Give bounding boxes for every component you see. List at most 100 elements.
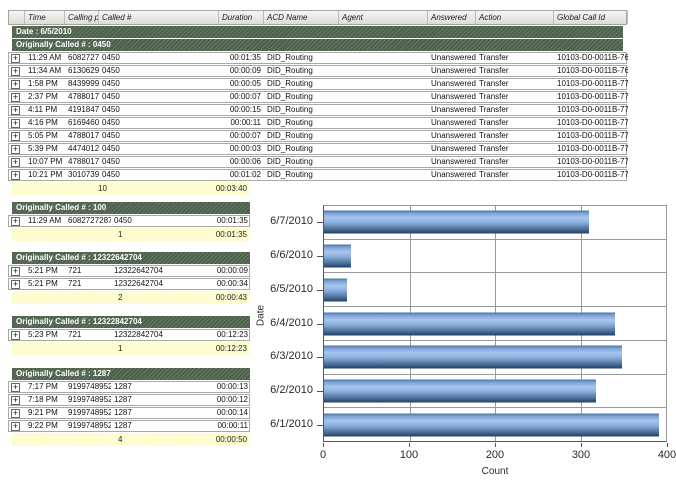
cell-duration: 00:00:14 xyxy=(216,408,248,417)
cell-called: 0450 xyxy=(102,66,120,75)
cell-calling: 721 xyxy=(68,279,82,288)
cell-action: Transfer xyxy=(479,144,509,153)
call-row[interactable]: +5:39 PM 44740122040450 00:00:03 DID_Routin… xyxy=(8,143,628,155)
cell-answered: Unanswered xyxy=(431,144,476,153)
expander-cell: + xyxy=(9,330,25,340)
cell-called: 0450 xyxy=(114,216,132,225)
expand-row-button[interactable]: + xyxy=(11,266,20,276)
chart-bar-6-6-2010[interactable] xyxy=(324,244,352,268)
expander-cell: + xyxy=(9,216,25,226)
cell-agent xyxy=(339,92,428,102)
expand-row-button[interactable]: + xyxy=(11,144,20,154)
column-header-3: Called # xyxy=(99,11,219,24)
expander-cell: + xyxy=(9,266,25,276)
call-row[interactable]: +7:18 PM 9199748952 1287 00:00:12 xyxy=(8,394,250,406)
call-row[interactable]: +2:37 PM 47880177700450 00:00:07 DID_Routin… xyxy=(8,91,628,103)
expand-row-button[interactable]: + xyxy=(11,279,20,289)
cell-duration: 00:00:09 xyxy=(216,266,248,275)
cell-agent xyxy=(339,131,428,141)
call-row[interactable]: +10:21 PM 30107393630450 00:01:02 DID_Routi… xyxy=(8,169,628,181)
cell-acd: DID_Routing xyxy=(267,157,313,166)
call-row[interactable]: +1:58 PM 84399995810450 00:00:05 DID_Routin… xyxy=(8,78,628,90)
expand-row-button[interactable]: + xyxy=(11,131,20,141)
call-row[interactable]: +11:29 AM 6082727287 0450 00:01:35 xyxy=(8,215,250,227)
cell-agent xyxy=(339,118,428,128)
cell-action: Transfer xyxy=(479,66,509,75)
cell-called: 1287 xyxy=(114,382,132,391)
cell-duration: 00:00:34 xyxy=(216,279,248,288)
expander-cell: + xyxy=(9,395,25,405)
cell-acd: DID_Routing xyxy=(267,105,313,114)
cell-answered: Unanswered xyxy=(431,53,476,62)
cell-answered: Unanswered xyxy=(431,170,476,179)
y-tick-mark xyxy=(317,290,323,291)
cell-gcid: 10103-D0-0011B-770 xyxy=(557,79,628,88)
cell-agent xyxy=(339,105,428,115)
column-header-5: ACD Name xyxy=(264,11,339,24)
call-row[interactable]: +5:21 PM 721 12322642704 00:00:09 xyxy=(8,265,250,277)
cell-answered: Unanswered xyxy=(431,157,476,166)
call-row[interactable]: +5:23 PM 721 12322842704 00:12:23 xyxy=(8,329,250,341)
cell-duration: 00:00:12 xyxy=(216,395,248,404)
call-row[interactable]: +5:05 PM 47880177700450 00:00:07 DID_Routin… xyxy=(8,130,628,142)
call-row[interactable]: +10:07 PM 47880177700450 00:00:06 DID_Routi… xyxy=(8,156,628,168)
x-tick-mark xyxy=(495,443,496,447)
y-axis-label: Date xyxy=(255,304,267,327)
group-summary-row: 2 00:00:43 xyxy=(12,291,250,304)
cell-answered: Unanswered xyxy=(431,131,476,140)
expand-row-button[interactable]: + xyxy=(11,408,20,418)
call-row[interactable]: +9:21 PM 9199748952 1287 00:00:14 xyxy=(8,407,250,419)
y-tick-mark xyxy=(317,357,323,358)
group-summary-row: 10 00:03:40 xyxy=(12,182,250,195)
y-tick-mark xyxy=(317,256,323,257)
chart-bar-6-2-2010[interactable] xyxy=(324,379,596,403)
call-row[interactable]: +9:22 PM 9199748952 1287 00:00:11 xyxy=(8,420,250,432)
expand-row-button[interactable]: + xyxy=(11,66,20,76)
cell-duration: 00:01:02 xyxy=(229,170,261,179)
cell-called: 0450 xyxy=(102,170,120,179)
cell-time: 4:11 PM xyxy=(28,105,58,114)
expand-row-button[interactable]: + xyxy=(11,382,20,392)
call-row[interactable]: +11:34 AM 61306294320450 00:00:09 DID_Routi… xyxy=(8,65,628,77)
chart-bar-6-4-2010[interactable] xyxy=(324,312,615,336)
cell-agent xyxy=(339,66,428,76)
expand-row-button[interactable]: + xyxy=(11,170,20,180)
expand-row-button[interactable]: + xyxy=(11,118,20,128)
expand-row-button[interactable]: + xyxy=(11,157,20,167)
expand-row-button[interactable]: + xyxy=(11,105,20,115)
expand-row-button[interactable]: + xyxy=(11,330,20,340)
originally-called-group-header: Originally Called # : 100 xyxy=(12,202,250,214)
summary-duration: 00:00:43 xyxy=(215,293,247,302)
chart-bar-6-7-2010[interactable] xyxy=(324,210,590,234)
x-tick-mark xyxy=(323,443,324,447)
chart-bar-6-1-2010[interactable] xyxy=(324,413,660,437)
call-row[interactable]: +4:11 PM 41918477010450 00:00:15 DID_Routin… xyxy=(8,104,628,116)
expand-row-button[interactable]: + xyxy=(11,92,20,102)
chart-bar-6-3-2010[interactable] xyxy=(324,345,622,369)
expander-cell: + xyxy=(9,144,25,154)
call-row[interactable]: +7:17 PM 9199748952 1287 00:00:13 xyxy=(8,381,250,393)
y-tick-mark xyxy=(317,425,323,426)
group-summary-row: 4 00:00:50 xyxy=(12,433,250,446)
expand-row-button[interactable]: + xyxy=(11,216,20,226)
cell-called: 12322842704 xyxy=(114,330,163,339)
cell-agent xyxy=(339,79,428,89)
y-tick-label: 6/7/2010 xyxy=(270,215,313,227)
cell-called: 0450 xyxy=(102,79,120,88)
cell-time: 5:21 PM xyxy=(28,279,58,288)
chart-bar-6-5-2010[interactable] xyxy=(324,278,348,302)
cell-action: Transfer xyxy=(479,118,509,127)
expand-row-button[interactable]: + xyxy=(11,395,20,405)
call-row[interactable]: +5:21 PM 721 12322642704 00:00:34 xyxy=(8,278,250,290)
cell-time: 4:16 PM xyxy=(28,118,58,127)
summary-count: 4 xyxy=(118,435,123,444)
expand-row-button[interactable]: + xyxy=(11,53,20,63)
call-row[interactable]: +4:16 PM 61694609050450 00:00:11 DID_Routin… xyxy=(8,117,628,129)
expand-row-button[interactable]: + xyxy=(11,421,20,431)
column-header-2: Calling party # xyxy=(65,11,99,24)
expand-row-button[interactable]: + xyxy=(11,79,20,89)
cell-called: 0450 xyxy=(102,144,120,153)
expander-cell: + xyxy=(9,118,25,128)
